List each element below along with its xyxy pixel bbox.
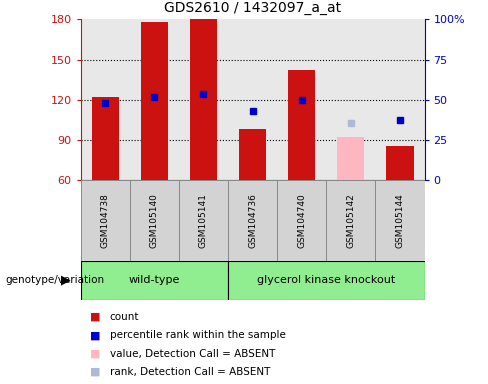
Bar — [277, 180, 326, 261]
Text: ■: ■ — [90, 312, 101, 322]
Text: ■: ■ — [90, 367, 101, 377]
Text: GSM105144: GSM105144 — [395, 194, 405, 248]
Bar — [81, 261, 228, 300]
Text: count: count — [110, 312, 139, 322]
Bar — [228, 180, 277, 261]
Text: GSM105140: GSM105140 — [150, 194, 159, 248]
Text: glycerol kinase knockout: glycerol kinase knockout — [257, 275, 395, 285]
Text: ■: ■ — [90, 349, 101, 359]
Bar — [81, 180, 130, 261]
Text: GSM104740: GSM104740 — [297, 194, 306, 248]
Text: GSM105142: GSM105142 — [346, 194, 355, 248]
Text: GSM105141: GSM105141 — [199, 194, 208, 248]
Text: genotype/variation: genotype/variation — [5, 275, 104, 285]
Bar — [326, 180, 375, 261]
Text: GSM104736: GSM104736 — [248, 194, 257, 248]
Bar — [337, 137, 365, 180]
Title: GDS2610 / 1432097_a_at: GDS2610 / 1432097_a_at — [164, 2, 341, 15]
Bar — [288, 70, 315, 180]
Bar — [228, 261, 425, 300]
Text: GSM104738: GSM104738 — [101, 194, 110, 248]
Text: rank, Detection Call = ABSENT: rank, Detection Call = ABSENT — [110, 367, 270, 377]
Text: value, Detection Call = ABSENT: value, Detection Call = ABSENT — [110, 349, 275, 359]
Bar — [179, 180, 228, 261]
Text: ▶: ▶ — [61, 274, 71, 287]
Bar — [190, 19, 217, 180]
Bar — [141, 22, 168, 180]
Text: percentile rank within the sample: percentile rank within the sample — [110, 330, 285, 340]
Text: wild-type: wild-type — [128, 275, 180, 285]
Bar — [386, 146, 413, 180]
Bar — [375, 180, 425, 261]
Bar — [92, 97, 119, 180]
Text: ■: ■ — [90, 330, 101, 340]
Bar — [130, 180, 179, 261]
Bar — [239, 129, 266, 180]
